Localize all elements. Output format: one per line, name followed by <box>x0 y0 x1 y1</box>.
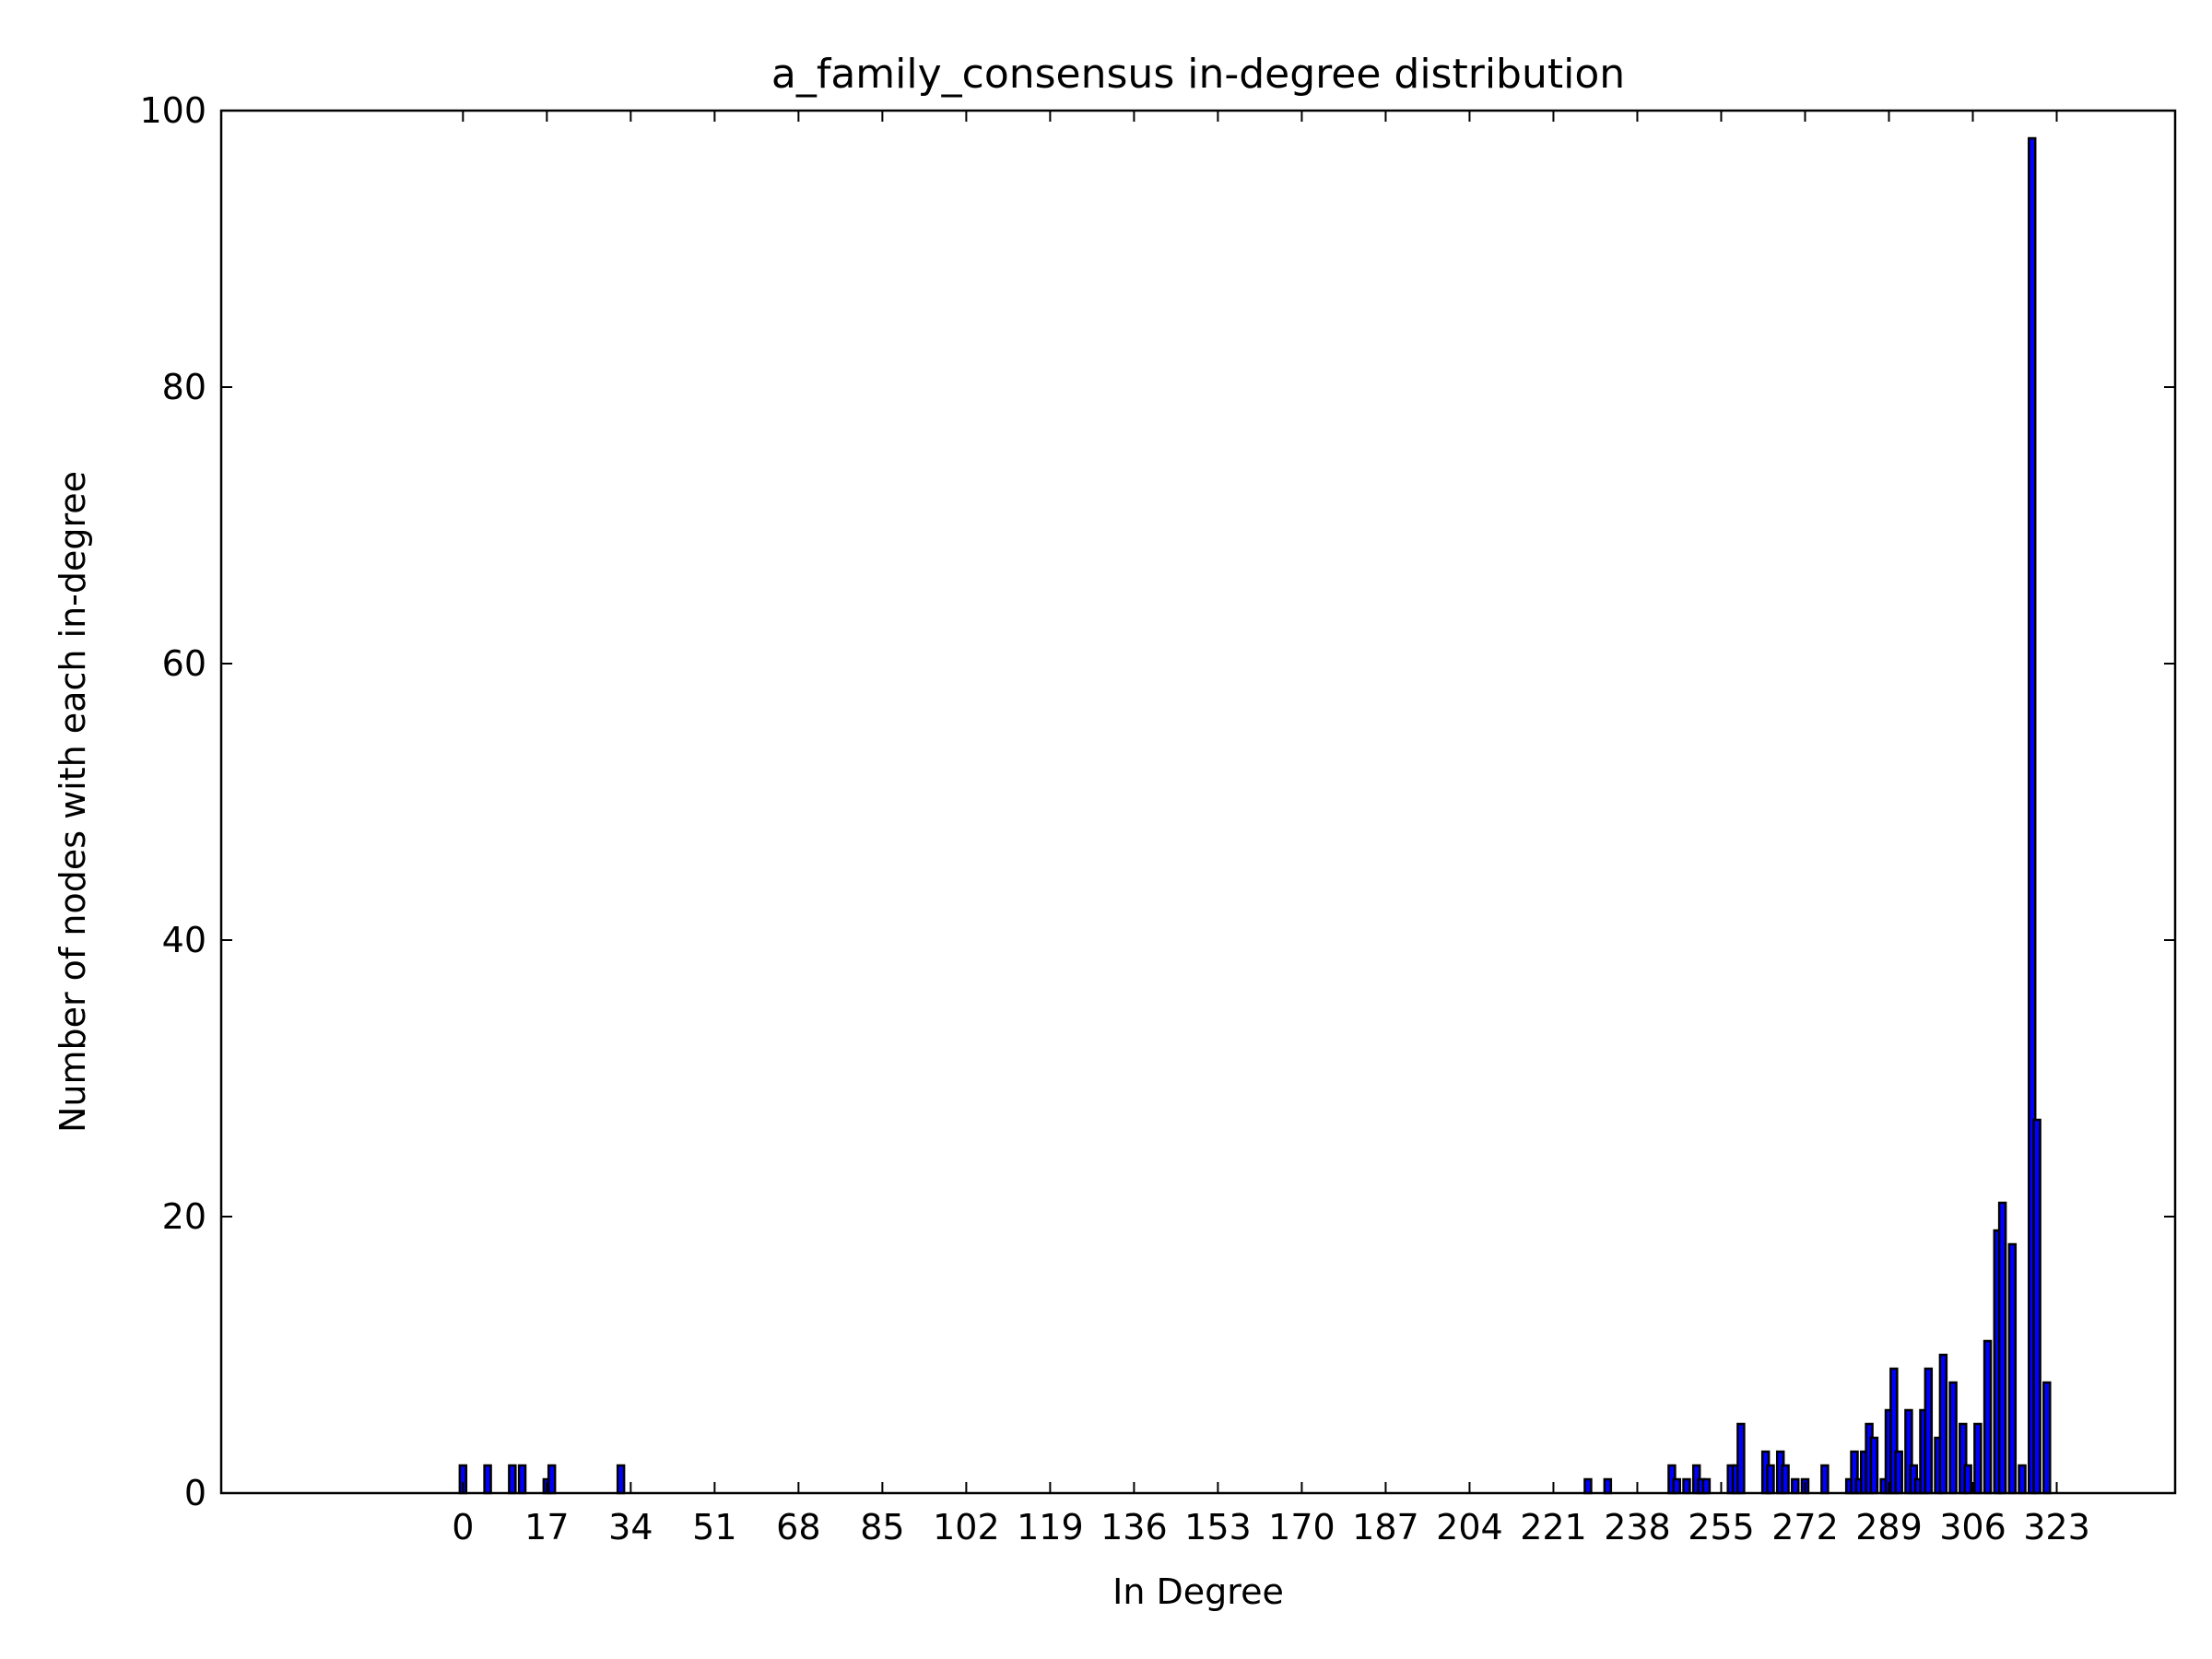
bar <box>508 1464 517 1495</box>
bar <box>1583 1477 1593 1495</box>
bar <box>2018 1464 2027 1495</box>
bar <box>1963 1464 1972 1495</box>
x-tick-label: 136 <box>1100 1507 1168 1547</box>
y-tick-label: 80 <box>162 367 206 407</box>
x-tick-label: 272 <box>1771 1507 1839 1547</box>
bar <box>1791 1477 1800 1495</box>
bar <box>1869 1436 1879 1495</box>
bar <box>483 1464 492 1495</box>
x-tick-label: 221 <box>1520 1507 1587 1547</box>
x-tick-label: 51 <box>692 1507 736 1547</box>
x-tick-label: 0 <box>452 1507 474 1547</box>
y-tick-label: 40 <box>162 920 206 960</box>
bar <box>1701 1477 1712 1495</box>
x-tick-label: 289 <box>1855 1507 1923 1547</box>
x-tick-label: 306 <box>1939 1507 2006 1547</box>
bar <box>1781 1464 1790 1495</box>
x-tick-label: 255 <box>1688 1507 1755 1547</box>
x-tick-label: 85 <box>860 1507 904 1547</box>
bar <box>2032 1118 2041 1495</box>
x-tick-label: 323 <box>2023 1507 2090 1547</box>
bar <box>1938 1353 1948 1495</box>
bar <box>517 1464 527 1495</box>
y-tick-label: 20 <box>162 1196 206 1237</box>
bar-series <box>458 136 2052 1495</box>
bar <box>1973 1422 1983 1495</box>
x-tick-label: 17 <box>524 1507 569 1547</box>
bar <box>1894 1450 1903 1495</box>
chart-title: a_family_consensus in-degree distributio… <box>771 51 1625 98</box>
y-tick-label: 0 <box>184 1473 206 1513</box>
bar <box>1766 1464 1775 1495</box>
bar <box>1820 1464 1830 1495</box>
bar <box>2042 1381 2052 1495</box>
y-tick-label: 100 <box>139 90 206 131</box>
bar <box>1603 1477 1613 1495</box>
x-tick-label: 34 <box>608 1507 653 1547</box>
y-tick-label: 60 <box>162 643 206 684</box>
bar <box>2007 1242 2018 1495</box>
x-tick-label: 68 <box>776 1507 820 1547</box>
x-tick-label: 153 <box>1184 1507 1252 1547</box>
bar <box>1672 1477 1682 1495</box>
x-axis-label: In Degree <box>1112 1571 1284 1612</box>
bar <box>1983 1339 1993 1495</box>
bar <box>1736 1422 1746 1495</box>
x-tick-label: 204 <box>1436 1507 1503 1547</box>
x-tick-label: 170 <box>1268 1507 1335 1547</box>
y-axis-label: Number of nodes with each in-degree <box>53 471 93 1133</box>
x-tick-label: 238 <box>1604 1507 1671 1547</box>
bar <box>1948 1381 1958 1495</box>
x-axis: 0 17 34 51 68 85 102 119 136 153 170 187 204 221 238 25… <box>452 111 2090 1547</box>
x-tick-label: 187 <box>1352 1507 1419 1547</box>
bar <box>1924 1367 1934 1495</box>
bar <box>1682 1477 1691 1495</box>
bar <box>1997 1201 2007 1495</box>
bar <box>547 1464 557 1495</box>
bar <box>616 1464 626 1495</box>
x-tick-label: 119 <box>1017 1507 1084 1547</box>
y-axis: 0 20 40 60 80 100 <box>139 90 2175 1513</box>
x-tick-label: 102 <box>933 1507 1000 1547</box>
plot-frame <box>219 109 2177 1495</box>
